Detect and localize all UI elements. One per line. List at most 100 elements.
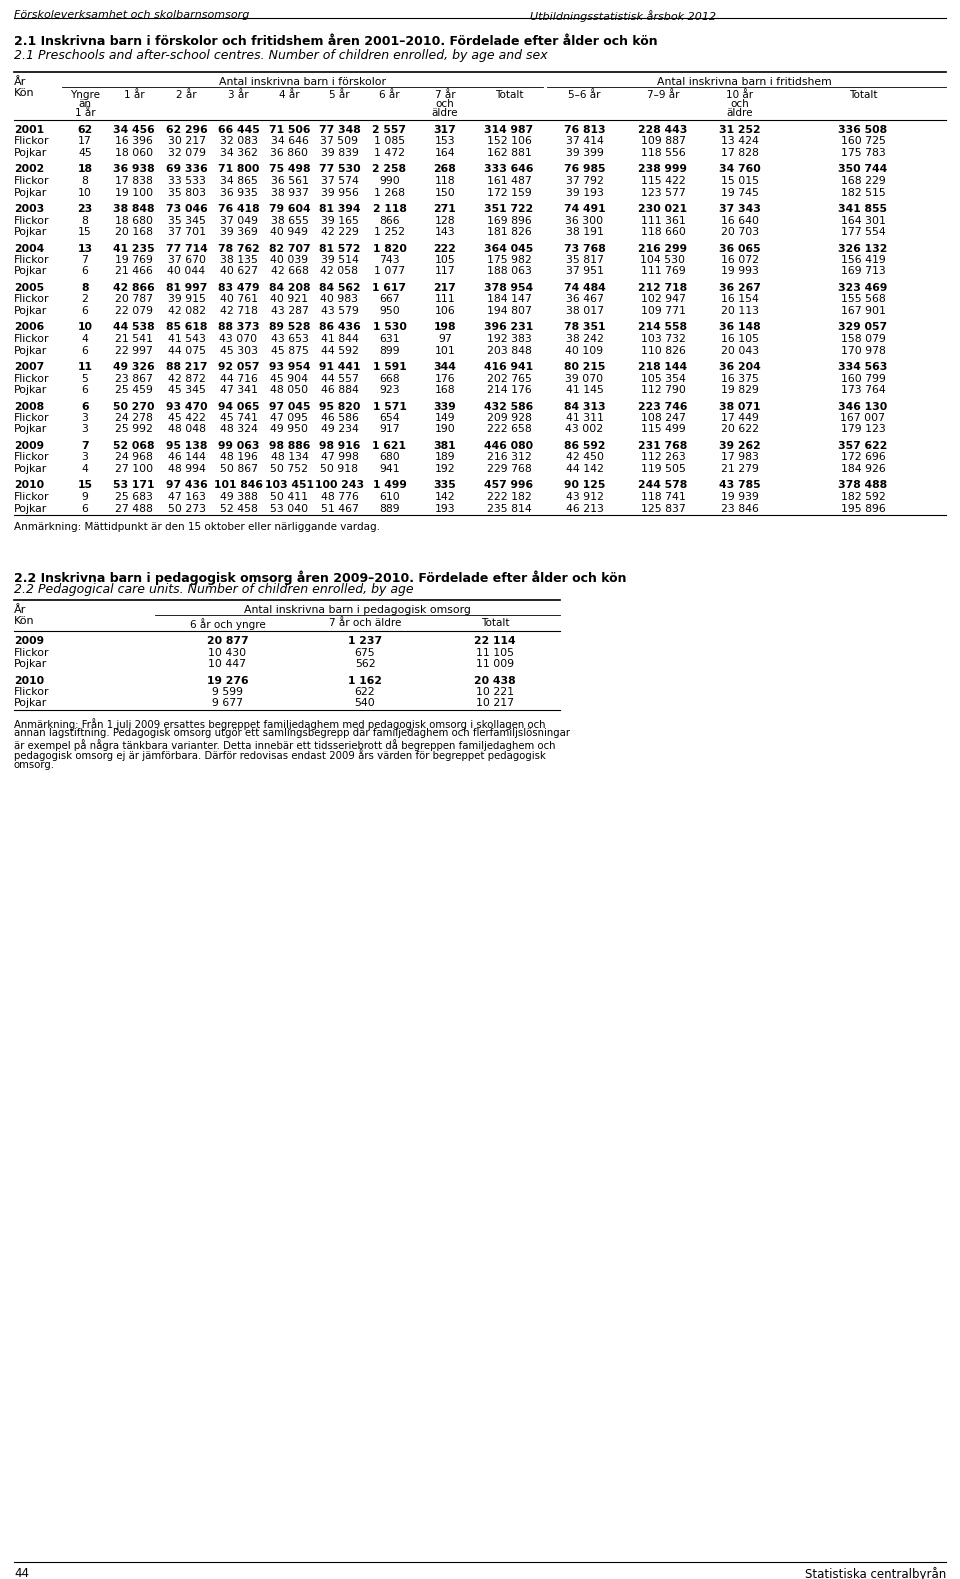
- Text: 209 928: 209 928: [487, 414, 532, 423]
- Text: 222 658: 222 658: [487, 425, 532, 434]
- Text: Flickor: Flickor: [14, 647, 50, 657]
- Text: 44 142: 44 142: [565, 464, 604, 474]
- Text: 2 258: 2 258: [372, 164, 406, 175]
- Text: 18 680: 18 680: [115, 215, 153, 226]
- Text: 36 065: 36 065: [719, 243, 761, 254]
- Text: 169 713: 169 713: [841, 267, 885, 276]
- Text: 93 954: 93 954: [269, 362, 310, 373]
- Text: 167 007: 167 007: [841, 414, 885, 423]
- Text: 88 217: 88 217: [166, 362, 207, 373]
- Text: Flickor: Flickor: [14, 295, 50, 305]
- Text: 36 300: 36 300: [565, 215, 604, 226]
- Text: 317: 317: [434, 125, 456, 134]
- Text: 48 324: 48 324: [220, 425, 257, 434]
- Text: 1 621: 1 621: [372, 441, 406, 452]
- Text: 22 114: 22 114: [474, 636, 516, 646]
- Text: 50 411: 50 411: [271, 493, 308, 502]
- Text: 71 506: 71 506: [269, 125, 310, 134]
- Text: 161 487: 161 487: [487, 175, 532, 186]
- Text: 118 741: 118 741: [640, 493, 685, 502]
- Text: 39 956: 39 956: [321, 188, 358, 197]
- Text: 335: 335: [434, 480, 456, 491]
- Text: 42 872: 42 872: [168, 374, 205, 384]
- Text: 446 080: 446 080: [485, 441, 534, 452]
- Text: 37 701: 37 701: [167, 227, 205, 237]
- Text: 38 242: 38 242: [565, 335, 604, 344]
- Text: 83 479: 83 479: [218, 283, 259, 294]
- Text: 341 855: 341 855: [838, 204, 887, 215]
- Text: 8: 8: [82, 283, 88, 294]
- Text: Kön: Kön: [14, 616, 35, 625]
- Text: 1 820: 1 820: [372, 243, 406, 254]
- Text: 111 361: 111 361: [640, 215, 685, 226]
- Text: 9 599: 9 599: [212, 687, 243, 696]
- Text: 6: 6: [82, 267, 88, 276]
- Text: 1 591: 1 591: [372, 362, 406, 373]
- Text: 86 436: 86 436: [319, 322, 360, 333]
- Text: 98 886: 98 886: [269, 441, 310, 452]
- Text: 46 884: 46 884: [321, 385, 358, 395]
- Text: 71 800: 71 800: [218, 164, 259, 175]
- Text: 42 866: 42 866: [113, 283, 155, 294]
- Text: Pojkar: Pojkar: [14, 464, 47, 474]
- Text: 112 263: 112 263: [640, 453, 685, 463]
- Text: 20 877: 20 877: [206, 636, 249, 646]
- Text: 32 079: 32 079: [167, 148, 205, 158]
- Text: 37 509: 37 509: [321, 136, 358, 147]
- Text: 6: 6: [82, 306, 88, 316]
- Text: 2008: 2008: [14, 401, 44, 412]
- Text: 2005: 2005: [14, 283, 44, 294]
- Text: 45 875: 45 875: [271, 346, 308, 355]
- Text: 152 106: 152 106: [487, 136, 532, 147]
- Text: 17 983: 17 983: [721, 453, 759, 463]
- Text: 44 557: 44 557: [321, 374, 358, 384]
- Text: 119 505: 119 505: [640, 464, 685, 474]
- Text: 2 557: 2 557: [372, 125, 406, 134]
- Text: 22 079: 22 079: [115, 306, 153, 316]
- Text: 323 469: 323 469: [838, 283, 888, 294]
- Text: 6: 6: [82, 385, 88, 395]
- Text: 52 458: 52 458: [220, 504, 257, 513]
- Text: 43 070: 43 070: [220, 335, 257, 344]
- Text: 103 732: 103 732: [640, 335, 685, 344]
- Text: 216 299: 216 299: [638, 243, 687, 254]
- Text: 103 451: 103 451: [265, 480, 314, 491]
- Text: Pojkar: Pojkar: [14, 306, 47, 316]
- Text: 381: 381: [434, 441, 456, 452]
- Text: 610: 610: [379, 493, 400, 502]
- Text: 36 467: 36 467: [565, 295, 604, 305]
- Text: 203 848: 203 848: [487, 346, 532, 355]
- Text: 19 939: 19 939: [721, 493, 759, 502]
- Text: 32 083: 32 083: [220, 136, 257, 147]
- Text: Pojkar: Pojkar: [14, 698, 47, 709]
- Text: 69 336: 69 336: [166, 164, 207, 175]
- Text: 41 844: 41 844: [321, 335, 358, 344]
- Text: 184 147: 184 147: [487, 295, 532, 305]
- Text: 50 918: 50 918: [321, 464, 358, 474]
- Text: 18: 18: [78, 164, 92, 175]
- Text: 48 776: 48 776: [321, 493, 358, 502]
- Text: 66 445: 66 445: [218, 125, 259, 134]
- Text: 1 077: 1 077: [374, 267, 405, 276]
- Text: 47 163: 47 163: [168, 493, 205, 502]
- Text: 19 769: 19 769: [115, 254, 153, 265]
- Text: 74 491: 74 491: [564, 204, 606, 215]
- Text: 2002: 2002: [14, 164, 44, 175]
- Text: 38 655: 38 655: [271, 215, 308, 226]
- Text: 7: 7: [82, 441, 89, 452]
- Text: 81 572: 81 572: [319, 243, 360, 254]
- Text: och: och: [436, 99, 454, 109]
- Text: 35 345: 35 345: [168, 215, 205, 226]
- Text: 214 558: 214 558: [638, 322, 687, 333]
- Text: 45 741: 45 741: [220, 414, 257, 423]
- Text: 8: 8: [82, 215, 88, 226]
- Text: 20 787: 20 787: [115, 295, 153, 305]
- Text: 62 296: 62 296: [166, 125, 207, 134]
- Text: 326 132: 326 132: [838, 243, 888, 254]
- Text: År: År: [14, 605, 26, 614]
- Text: 40 039: 40 039: [271, 254, 308, 265]
- Text: 34 646: 34 646: [271, 136, 308, 147]
- Text: 36 267: 36 267: [719, 283, 761, 294]
- Text: 194 807: 194 807: [487, 306, 532, 316]
- Text: 244 578: 244 578: [638, 480, 687, 491]
